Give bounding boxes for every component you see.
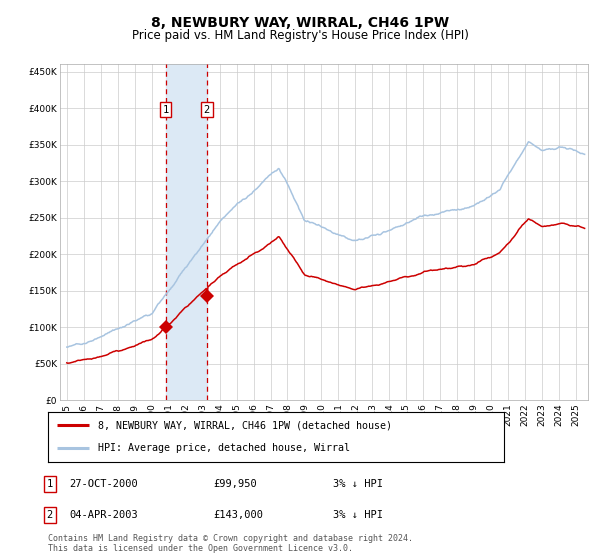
Bar <box>166 64 207 400</box>
Text: 04-APR-2003: 04-APR-2003 <box>69 510 138 520</box>
Text: HPI: Average price, detached house, Wirral: HPI: Average price, detached house, Wirr… <box>98 444 350 454</box>
Text: £143,000: £143,000 <box>213 510 263 520</box>
Text: 1: 1 <box>47 479 53 489</box>
Text: 8, NEWBURY WAY, WIRRAL, CH46 1PW: 8, NEWBURY WAY, WIRRAL, CH46 1PW <box>151 16 449 30</box>
Text: 3% ↓ HPI: 3% ↓ HPI <box>333 479 383 489</box>
Text: 3% ↓ HPI: 3% ↓ HPI <box>333 510 383 520</box>
Text: 2: 2 <box>204 105 210 115</box>
Text: 8, NEWBURY WAY, WIRRAL, CH46 1PW (detached house): 8, NEWBURY WAY, WIRRAL, CH46 1PW (detach… <box>98 420 392 430</box>
Text: Price paid vs. HM Land Registry's House Price Index (HPI): Price paid vs. HM Land Registry's House … <box>131 29 469 42</box>
Text: £99,950: £99,950 <box>213 479 257 489</box>
Text: 27-OCT-2000: 27-OCT-2000 <box>69 479 138 489</box>
Text: 1: 1 <box>163 105 169 115</box>
Text: 2: 2 <box>47 510 53 520</box>
Text: Contains HM Land Registry data © Crown copyright and database right 2024.
This d: Contains HM Land Registry data © Crown c… <box>48 534 413 553</box>
